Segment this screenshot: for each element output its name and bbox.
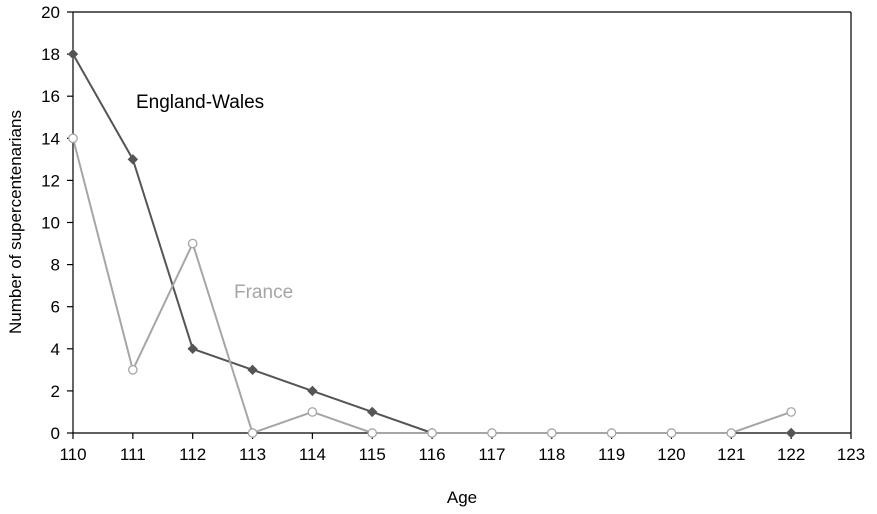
data-point-england-wales <box>127 154 139 165</box>
series-label-france: France <box>234 282 293 303</box>
y-tick-label: 2 <box>51 382 60 401</box>
data-point-france <box>427 428 437 438</box>
y-tick-label: 6 <box>51 298 60 317</box>
x-tick-label: 120 <box>657 445 685 464</box>
y-tick-label: 0 <box>51 424 60 443</box>
y-tick-label: 12 <box>41 171 60 190</box>
series-label-england-wales: England-Wales <box>136 92 264 113</box>
data-point-france <box>487 428 497 438</box>
y-tick-label: 16 <box>41 87 60 106</box>
x-tick-label: 123 <box>837 445 865 464</box>
data-point-france <box>606 428 617 438</box>
data-point-france <box>247 428 258 438</box>
x-tick-label: 111 <box>120 445 146 464</box>
x-tick-label: 119 <box>598 445 625 464</box>
data-point-england-wales <box>785 427 797 439</box>
x-tick-label: 114 <box>299 445 326 464</box>
x-axis-title: Age <box>447 488 477 507</box>
series-layer <box>67 48 797 439</box>
data-point-france <box>127 364 138 375</box>
x-tick-label: 122 <box>777 445 805 464</box>
x-tick-label: 110 <box>59 445 86 464</box>
data-point-france <box>666 428 677 438</box>
y-ticks: 0 2 4 6 8 10 12 14 16 18 20 <box>41 3 73 443</box>
data-point-france <box>68 133 78 144</box>
data-point-france <box>726 428 737 438</box>
series-labels: England-Wales France <box>136 92 293 303</box>
data-point-france <box>367 428 378 438</box>
x-tick-label: 113 <box>239 445 266 464</box>
y-tick-label: 10 <box>41 214 60 233</box>
data-point-england-wales <box>187 343 198 355</box>
data-point-france <box>786 407 797 417</box>
axes <box>72 11 852 434</box>
data-point-england-wales <box>367 406 378 418</box>
x-tick-label: 121 <box>717 445 745 464</box>
x-tick-label: 118 <box>538 445 565 464</box>
y-tick-label: 4 <box>51 340 60 359</box>
x-ticks: 110 111 112 113 114 115 116 117 118 119 120 121 122 1… <box>59 433 865 464</box>
x-tick-label: 116 <box>419 445 446 464</box>
data-point-france <box>307 407 318 417</box>
y-tick-label: 20 <box>41 3 60 22</box>
data-point-england-wales <box>247 364 258 376</box>
data-point-france <box>187 238 198 249</box>
x-tick-label: 112 <box>179 445 206 464</box>
y-tick-label: 14 <box>41 129 60 148</box>
data-point-england-wales <box>67 48 79 60</box>
series-france <box>68 133 797 438</box>
data-point-france <box>546 428 557 438</box>
x-tick-label: 117 <box>478 445 505 464</box>
y-tick-label: 18 <box>41 45 60 64</box>
x-tick-label: 115 <box>359 445 386 464</box>
y-axis-title: Number of supercentenarians <box>6 110 25 334</box>
data-point-england-wales <box>307 385 318 397</box>
y-tick-label: 8 <box>51 256 60 275</box>
series-line-france <box>72 138 792 435</box>
